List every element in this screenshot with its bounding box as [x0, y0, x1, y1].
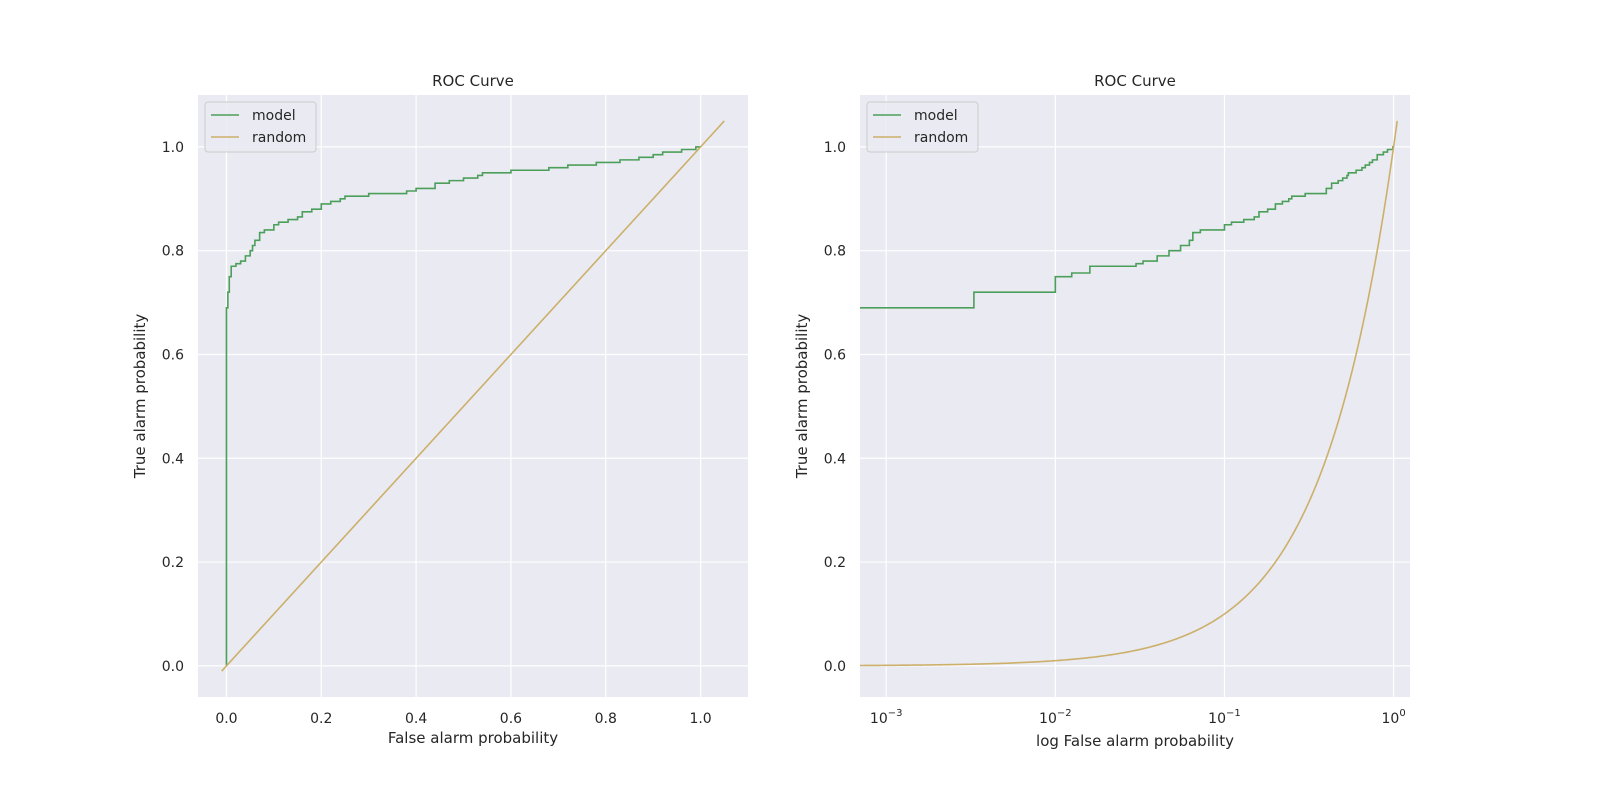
left-roc-panel: 0.0 0.2 0.4 0.6 0.8 1.0 0.0 0.2 0.4 0.6 0.8 1.0 ROC …: [131, 72, 748, 747]
x-tick-label: 10−2: [1039, 708, 1072, 727]
y-tick-label: 0.8: [162, 244, 184, 260]
x-tick-label: 0.0: [215, 711, 237, 727]
x-tick-label: 0.8: [595, 711, 617, 727]
legend-label-model: model: [914, 108, 958, 124]
legend-label-random: random: [914, 130, 968, 146]
x-axis-label: log False alarm probability: [1036, 732, 1234, 750]
y-axis-label: True alarm probability: [131, 314, 149, 480]
legend: model random: [866, 101, 979, 153]
legend-label-model: model: [252, 108, 296, 124]
y-tick-label: 0.0: [162, 659, 184, 675]
series-line-model: [860, 146, 1394, 309]
y-tick-label: 0.2: [162, 555, 184, 571]
x-tick-label: 10−1: [1208, 708, 1241, 727]
y-tick-label: 0.4: [824, 451, 846, 467]
series-group: [221, 120, 725, 672]
y-axis-label: True alarm probability: [793, 314, 811, 480]
x-tick-label: 100: [1382, 708, 1406, 727]
y-tick-label: 0.6: [824, 347, 846, 363]
x-tick-label: 0.4: [405, 711, 427, 727]
legend-label-random: random: [252, 130, 306, 146]
series-group: [860, 120, 1398, 667]
x-tick-label: 0.2: [310, 711, 332, 727]
series-line-random: [221, 120, 725, 672]
plot-area: [860, 95, 1410, 697]
chart-title: ROC Curve: [432, 72, 514, 90]
legend: model random: [204, 101, 317, 153]
series-line-random: [860, 120, 1398, 667]
x-tick-label: 10−3: [870, 708, 903, 727]
y-tick-label: 0.2: [824, 555, 846, 571]
y-tick-label: 0.6: [162, 347, 184, 363]
y-tick-label: 0.8: [824, 244, 846, 260]
y-tick-label: 1.0: [824, 140, 846, 156]
x-tick-label: 0.6: [500, 711, 522, 727]
series-line-model: [225, 146, 701, 666]
y-tick-label: 0.0: [824, 659, 846, 675]
right-log-roc-panel: 10−3 10−2 10−1 100 0.0 0.2 0.4 0.6 0.8 1.0 ROC Cur…: [793, 72, 1410, 750]
chart-title: ROC Curve: [1094, 72, 1176, 90]
y-tick-label: 0.4: [162, 451, 184, 467]
y-tick-label: 1.0: [162, 140, 184, 156]
x-axis-label: False alarm probability: [388, 729, 558, 747]
x-tick-label: 1.0: [689, 711, 711, 727]
